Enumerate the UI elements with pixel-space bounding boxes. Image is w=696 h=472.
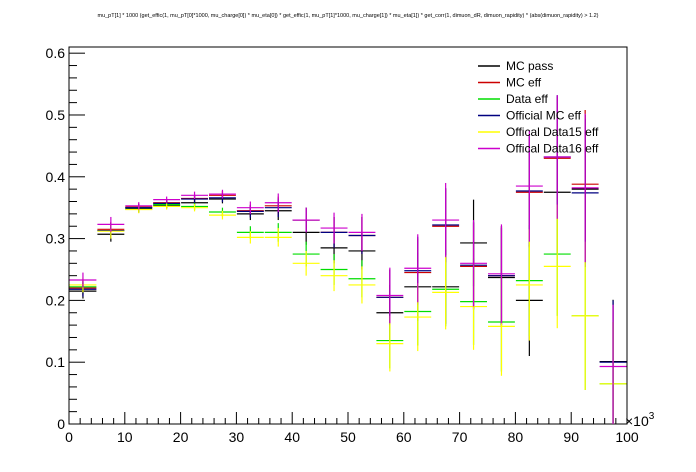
legend-label: Official MC eff <box>506 109 582 123</box>
y-tick-label: 0.4 <box>46 169 66 185</box>
series-data-eff <box>69 192 627 424</box>
y-tick-label: 0.1 <box>46 354 66 370</box>
x-tick-label: 50 <box>340 429 356 445</box>
y-tick-label: 0.2 <box>46 292 66 308</box>
series-group <box>69 95 627 424</box>
x-tick-label: 20 <box>173 429 189 445</box>
y-tick-label: 0.3 <box>46 231 66 247</box>
x-tick-label: 30 <box>229 429 245 445</box>
legend-label: Offical Data15 eff <box>506 125 599 139</box>
y-tick-label: 0.6 <box>46 45 66 61</box>
x-axis: 0 10 20 30 40 50 60 70 80 90 100 <box>65 412 639 445</box>
legend-label: Data eff <box>506 92 548 106</box>
legend: MC pass MC eff Data eff Official MC eff Offi… <box>478 59 599 156</box>
series-offical-data16-eff <box>69 95 627 424</box>
legend-label: MC eff <box>506 76 542 90</box>
x-tick-label: 10 <box>117 429 133 445</box>
x-tick-label: 60 <box>396 429 412 445</box>
x-tick-label: 90 <box>563 429 579 445</box>
series-mc-pass <box>69 114 627 424</box>
y-axis: 0 0.1 0.2 0.3 0.4 0.5 0.6 <box>46 45 85 432</box>
chart-title: mu_pT[1] * 1000 (get_effic(1, mu_pT[0]*1… <box>97 13 598 19</box>
series-offical-data15-eff <box>69 203 627 424</box>
x-tick-label: 0 <box>65 429 73 445</box>
x-tick-label: 70 <box>452 429 468 445</box>
legend-label: MC pass <box>506 59 553 73</box>
legend-label: Offical Data16 eff <box>506 142 599 156</box>
x-multiplier-label: ×103 <box>625 411 655 429</box>
y-tick-label: 0 <box>57 416 65 432</box>
x-tick-label: 80 <box>508 429 524 445</box>
x-tick-label: 40 <box>284 429 300 445</box>
y-tick-label: 0.5 <box>46 107 66 123</box>
x-multiplier-exponent: 3 <box>649 411 655 422</box>
x-tick-label: 100 <box>615 429 639 445</box>
